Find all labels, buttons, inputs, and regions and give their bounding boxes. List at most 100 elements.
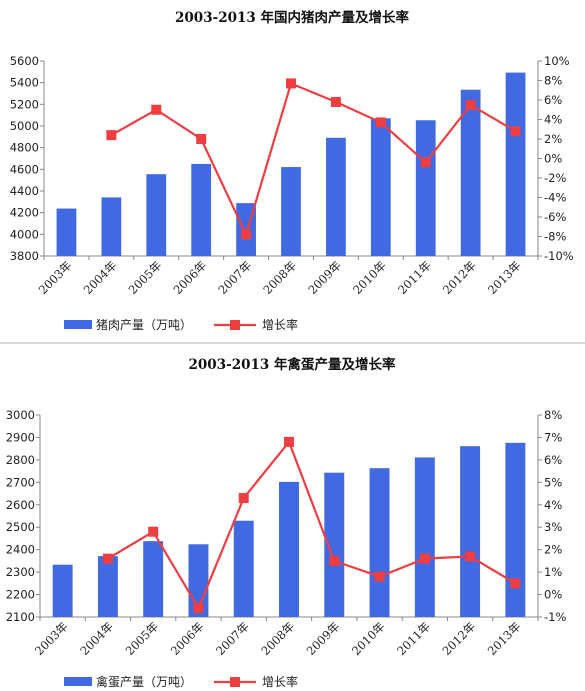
left-tick-label: 2200 [6,588,35,602]
x-tick-label: 2005年 [123,619,162,658]
left-tick-label: 2100 [6,610,35,624]
growth-point [419,553,430,564]
x-tick-label: 2008年 [258,619,297,658]
right-tick-label: 7% [544,430,562,444]
bar [143,541,164,617]
x-tick-label: 2003年 [32,619,71,658]
growth-point [102,553,113,564]
bar [326,137,346,256]
bar [52,564,73,617]
right-tick-label: 1% [544,565,562,579]
x-tick-label: 2013年 [485,619,524,658]
x-tick-label: 2005年 [126,258,165,297]
legend-bar-swatch [64,320,92,329]
right-tick-label: -1% [544,610,566,624]
x-tick-label: 2007年 [213,619,252,658]
x-tick-label: 2007年 [215,258,254,297]
left-tick-label: 5200 [10,97,39,111]
left-tick-label: 4600 [10,162,39,176]
x-tick-label: 2008年 [260,258,299,297]
growth-point [286,78,296,89]
egg-chart-panel: 2003-2013 年禽蛋产量及增长率 2100 2200 2300 2400 2500 2… [0,347,585,691]
left-tick-label: 4000 [10,227,39,241]
x-tick-label: 2004年 [81,258,120,297]
right-tick-label: 8% [544,408,562,422]
growth-point [238,493,249,504]
bar [281,167,301,256]
left-tick-label: 3000 [6,408,35,422]
growth-point [465,551,476,562]
pork-chart: 2003-2013 年国内猪肉产量及增长率 3800 4000 4200 4400 460… [10,9,574,332]
right-tick-label: 4% [544,113,562,127]
left-tick-label: 2900 [6,430,35,444]
bar [370,118,391,256]
chart-title: 2003-2013 年禽蛋产量及增长率 [189,356,396,373]
x-tick-label: 2011年 [394,619,433,658]
left-tick-label: 4400 [10,184,39,198]
left-tick-label: 5400 [10,76,39,90]
legend-line-marker [230,677,240,687]
bar [414,457,435,617]
right-tick-label: 3% [544,520,562,534]
growth-point [148,526,159,537]
growth-point [510,578,521,589]
growth-line [110,81,517,238]
growth-point [284,436,294,447]
right-tick-label: 0% [544,588,562,602]
left-tick-label: 2500 [6,520,35,534]
left-tick-label: 2300 [6,565,35,579]
growth-point [151,104,162,115]
x-tick-label: 2011年 [395,258,434,297]
bar [324,472,345,617]
growth-point [420,157,431,168]
left-tick-label: 5600 [10,54,39,68]
left-tick-label: 4200 [10,206,39,220]
right-tick-label: 4% [544,498,562,512]
legend-line-marker [230,320,240,330]
right-tick-label: -4% [544,191,566,205]
bar [101,197,122,256]
growth-point [465,99,476,110]
panel-divider [0,342,585,344]
right-tick-label: 2% [544,543,562,557]
left-tick-label: 2700 [6,475,35,489]
bar [460,446,481,617]
right-tick-label: -8% [544,230,566,244]
pork-chart-panel: 2003-2013 年国内猪肉产量及增长率 3800 4000 4200 4400 460… [0,0,585,342]
bar [146,174,167,256]
x-tick-label: 2010年 [349,619,388,658]
x-tick-label: 2012年 [439,619,478,658]
bar [505,72,526,256]
legend-bar-swatch [64,677,92,686]
right-tick-label: 5% [544,475,562,489]
right-tick-label: 8% [544,74,562,88]
growth-line [107,439,516,611]
right-tick-label: 2% [544,132,562,146]
growth-point [106,130,117,141]
growth-point [193,603,204,614]
egg-chart: 2003-2013 年禽蛋产量及增长率 2100 2200 2300 2400 2500 2… [6,356,567,689]
x-tick-label: 2009年 [304,619,343,658]
left-tick-label: 2400 [6,543,35,557]
left-tick-label: 2600 [6,498,35,512]
right-tick-label: -10% [544,249,574,263]
chart-title: 2003-2013 年国内猪肉产量及增长率 [175,9,409,26]
x-tick-label: 2013年 [485,258,524,297]
bar [460,89,481,256]
right-tick-label: 0% [544,152,562,166]
right-tick-label: 6% [544,93,562,107]
bar [369,468,390,617]
left-tick-label: 4800 [10,141,39,155]
x-tick-label: 2006年 [168,619,207,658]
x-tick-label: 2006年 [171,258,210,297]
right-tick-label: -2% [544,171,566,185]
growth-point [241,229,252,240]
bar [279,481,299,617]
bar [97,556,118,617]
right-tick-label: -6% [544,210,566,224]
bar [56,208,77,256]
legend-line-label: 增长率 [262,317,298,332]
growth-point [375,117,386,128]
x-tick-label: 2009年 [305,258,344,297]
right-tick-label: 6% [544,453,562,467]
